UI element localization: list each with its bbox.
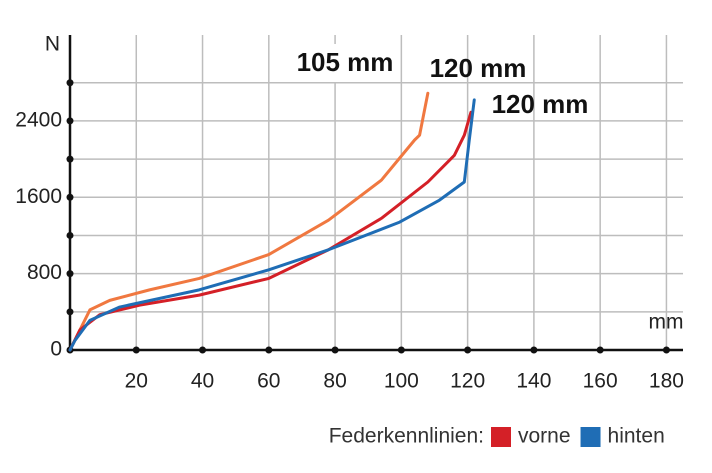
annotation-box <box>292 44 398 82</box>
y-tick <box>66 193 74 201</box>
x-tick-label: 120 <box>450 370 485 393</box>
x-tick <box>199 346 207 354</box>
annotation: 120 mm <box>430 53 527 83</box>
x-tick-label: 60 <box>257 370 280 393</box>
legend-swatch <box>580 427 601 447</box>
annotation: 105 mm <box>297 47 394 77</box>
x-tick-label: 20 <box>125 370 148 393</box>
y-tick <box>66 308 74 316</box>
x-tick-label: 160 <box>583 370 618 393</box>
x-tick-label: 40 <box>191 370 214 393</box>
x-tick-label: 80 <box>323 370 346 393</box>
y-tick <box>66 231 74 239</box>
legend-label: vorne <box>518 425 571 448</box>
legend-label: hinten <box>608 425 665 448</box>
series-line <box>68 98 476 352</box>
x-axis-label: mm <box>649 311 684 334</box>
x-tick <box>265 346 273 354</box>
annotation: 120 mm <box>492 89 589 119</box>
y-tick-label: 0 <box>50 338 62 361</box>
y-tick-label: 2400 <box>15 108 62 131</box>
y-tick <box>66 79 74 87</box>
y-axis-label: N <box>45 33 60 56</box>
y-tick <box>66 155 74 163</box>
legend-swatch <box>491 427 511 447</box>
x-tick <box>530 346 538 354</box>
x-tick <box>662 346 670 354</box>
x-tick <box>331 346 339 354</box>
series-line <box>68 91 430 352</box>
x-tick <box>596 346 604 354</box>
y-tick-label: 800 <box>27 261 62 284</box>
y-tick <box>66 117 74 125</box>
y-tick-label: 1600 <box>15 185 62 208</box>
x-tick <box>132 346 140 354</box>
x-tick-label: 100 <box>384 370 419 393</box>
legend-title: Federkennlinien: <box>329 425 484 448</box>
x-tick <box>464 346 472 354</box>
x-tick <box>397 346 405 354</box>
y-tick <box>66 270 74 278</box>
x-tick-label: 180 <box>649 370 684 393</box>
x-tick-label: 140 <box>516 370 551 393</box>
